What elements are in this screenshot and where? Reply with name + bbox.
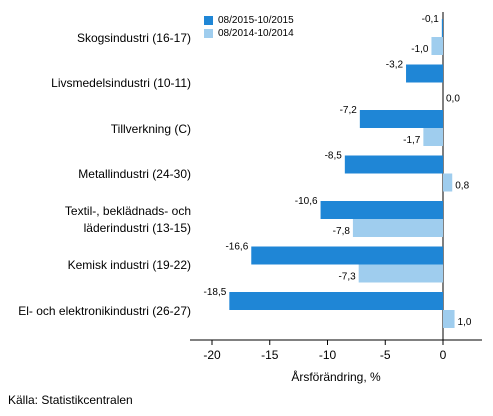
- category-label: Metallindustri (24-30): [78, 167, 191, 181]
- bar-series-1-cat-4: [344, 155, 443, 174]
- bar-series-1-cat-1: [441, 19, 443, 37]
- data-label-series-2-cat-2: 0,0: [446, 94, 460, 105]
- bar-series-2-cat-4: [443, 173, 453, 192]
- legend-item-series-2: 08/2014-10/2014: [204, 27, 294, 40]
- bar-series-2-cat-7: [443, 310, 455, 328]
- data-label-series-2-cat-7: 1,0: [458, 317, 472, 328]
- category-label: Textil-, beklädnads- och läderindustri (…: [64, 204, 191, 235]
- bar-series-1-cat-5: [320, 201, 443, 219]
- bar-series-1-cat-2: [406, 64, 443, 83]
- bar-series-2-cat-6: [358, 264, 443, 283]
- legend-item-series-1: 08/2015-10/2015: [204, 14, 294, 27]
- data-label-series-2-cat-4: 0,8: [455, 181, 469, 192]
- category-label: Skogsindustri (16-17): [76, 30, 191, 45]
- category-label: Livsmedelsindustri (10-11): [51, 76, 191, 90]
- data-label-series-1-cat-7: -18,5: [204, 287, 227, 298]
- bar-series-2-cat-3: [423, 128, 443, 146]
- data-label-series-1-cat-1: -0,1: [422, 14, 440, 25]
- category-label: El- och elektronikindustri (26-27): [18, 303, 191, 318]
- x-tick-label: 0: [440, 348, 447, 362]
- bar-series-2-cat-5: [352, 219, 443, 237]
- data-label-series-2-cat-6: -7,3: [338, 272, 356, 283]
- legend-label-series-1: 08/2015-10/2015: [218, 15, 294, 26]
- data-label-series-1-cat-4: -8,5: [325, 151, 343, 162]
- legend: 08/2015-10/2015 08/2014-10/2014: [204, 14, 294, 40]
- legend-label-series-2: 08/2014-10/2014: [218, 28, 294, 39]
- x-axis-label: Årsförändring, %: [291, 369, 381, 384]
- bar-series-1-cat-7: [229, 292, 443, 310]
- category-label: Tillverkning (C): [110, 121, 191, 136]
- data-label-series-1-cat-6: -16,6: [225, 242, 248, 253]
- bar-series-1-cat-3: [359, 110, 443, 128]
- category-label: Kemisk industri (19-22): [67, 258, 191, 272]
- data-label-series-2-cat-3: -1,7: [403, 135, 421, 146]
- x-tick-label: -15: [261, 348, 279, 362]
- bar-series-2-cat-1: [431, 37, 443, 55]
- x-tick-label: -10: [319, 348, 337, 362]
- bar-series-1-cat-6: [251, 246, 443, 265]
- x-tick-label: -20: [203, 348, 221, 362]
- x-tick-label: -5: [380, 348, 391, 362]
- legend-swatch-series-1: [204, 16, 213, 25]
- data-label-series-1-cat-3: -7,2: [340, 105, 358, 116]
- legend-swatch-series-2: [204, 29, 213, 38]
- data-label-series-2-cat-5: -7,8: [333, 226, 351, 237]
- data-label-series-1-cat-2: -3,2: [386, 60, 404, 71]
- data-label-series-2-cat-1: -1,0: [411, 44, 429, 55]
- source-note: Källa: Statistikcentralen: [8, 393, 133, 407]
- data-label-series-1-cat-5: -10,6: [295, 196, 318, 207]
